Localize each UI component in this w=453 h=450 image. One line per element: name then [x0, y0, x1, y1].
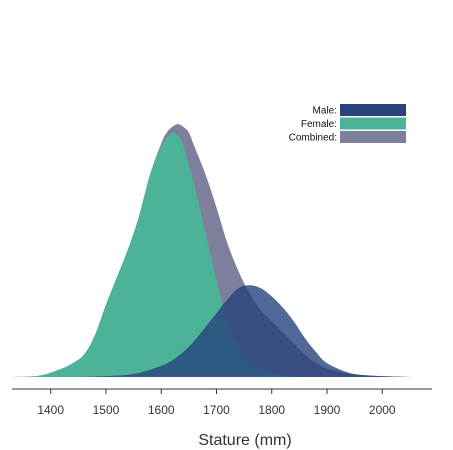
x-tick-label: 1800	[258, 403, 285, 417]
plot-areas	[12, 124, 432, 378]
legend-label: Female:	[301, 119, 337, 130]
legend-label: Male:	[313, 106, 337, 117]
x-tick-label: 2000	[369, 403, 396, 417]
x-ticks: 1400 1500 1600 1700 1800 1900 2000	[37, 389, 396, 417]
x-tick-label: 1900	[314, 403, 341, 417]
x-axis-title: Stature (mm)	[198, 432, 291, 449]
area-female	[12, 132, 339, 377]
area-male	[78, 285, 432, 377]
legend-swatch	[340, 117, 406, 130]
x-tick-label: 1700	[203, 403, 230, 417]
legend: Male: Female: Combined:	[289, 104, 406, 144]
legend-swatch	[340, 104, 406, 116]
x-tick-label: 1400	[37, 403, 64, 417]
legend-swatch	[340, 131, 406, 143]
x-tick-label: 1600	[148, 403, 175, 417]
legend-label: Combined:	[289, 133, 337, 144]
x-tick-label: 1500	[93, 403, 120, 417]
